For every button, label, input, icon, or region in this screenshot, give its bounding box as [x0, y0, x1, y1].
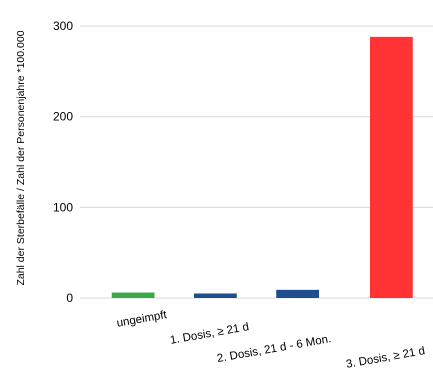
- bar-2: [193, 293, 237, 298]
- x-category-label: 1. Dosis, ≥ 21 d: [169, 321, 250, 347]
- x-category-label: ungeimpft: [116, 309, 169, 330]
- bars: [111, 36, 413, 298]
- x-category-label: 2. Dosis, 21 d - 6 Mon.: [216, 333, 332, 365]
- y-axis-label: Zahl der Sterbefälle / Zahl der Personen…: [15, 30, 27, 285]
- y-tick-labels: 0 100 200 300: [53, 19, 73, 305]
- x-category-label: 3. Dosis, ≥ 21 d: [345, 345, 426, 370]
- y-tick-label: 200: [53, 110, 73, 124]
- bar-3: [276, 289, 320, 298]
- bar-1: [111, 292, 155, 298]
- y-tick-label: 300: [53, 19, 73, 33]
- y-tick-label: 0: [66, 291, 73, 305]
- y-tick-label: 100: [53, 200, 73, 214]
- bar-4: [370, 36, 413, 298]
